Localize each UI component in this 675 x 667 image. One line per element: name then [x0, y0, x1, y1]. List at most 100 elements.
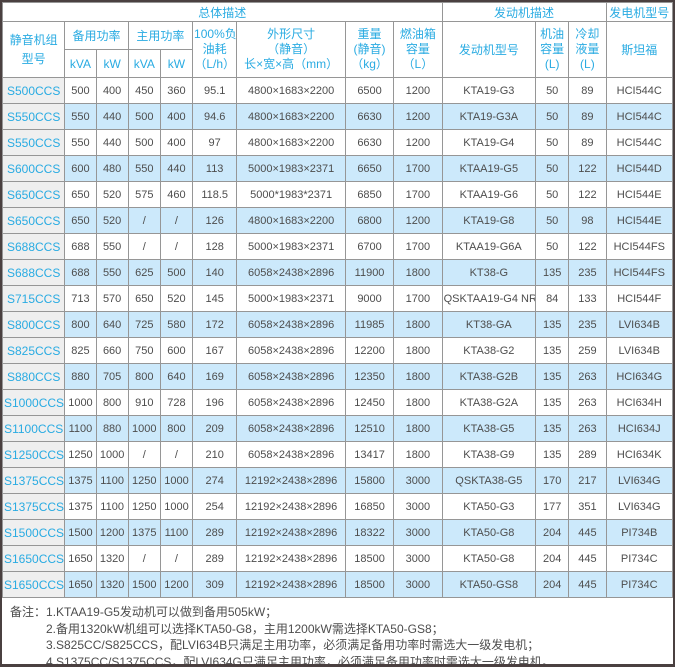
model-link[interactable]: S1375CCS — [2, 467, 66, 494]
engine-model-cell: QSKTAA19-G4 NR2 — [441, 285, 537, 312]
dimensions-cell: 4800×1683×2200 — [236, 77, 346, 104]
engine-model-cell: KTA50-G3 — [441, 493, 537, 520]
prime-kva-cell: 575 — [127, 181, 161, 208]
oil-capacity-cell: 84 — [535, 285, 570, 312]
header-standby-power: 备用功率 — [64, 21, 129, 50]
prime-kw-cell: 400 — [159, 129, 194, 156]
standby-kva-cell: 500 — [64, 77, 97, 104]
engine-model-cell: KTA38-G9 — [441, 441, 537, 468]
alternator-model-cell: HCI544C — [605, 103, 673, 130]
prime-kva-cell: 750 — [127, 337, 161, 364]
model-link[interactable]: S880CCS — [2, 363, 66, 390]
model-link[interactable]: S650CCS — [2, 181, 66, 208]
header-oil-line1: 机油 — [540, 27, 565, 41]
dimensions-cell: 4800×1683×2200 — [236, 207, 346, 234]
alternator-model-cell: HCI544F — [605, 285, 673, 312]
oil-capacity-cell: 135 — [535, 337, 570, 364]
table-row: S550CCS 550 440 500 400 97 4800×1683×2200 6630 1… — [2, 129, 673, 156]
standby-kva-cell: 1000 — [64, 389, 97, 416]
model-link[interactable]: S1000CCS — [2, 389, 66, 416]
model-link[interactable]: S1250CCS — [2, 441, 66, 468]
fuel-tank-cell: 1800 — [393, 363, 443, 390]
engine-model-cell: KTAA19-G6 — [441, 181, 537, 208]
model-link[interactable]: S1500CCS — [2, 519, 66, 546]
model-link[interactable]: S500CCS — [2, 77, 66, 104]
header-standby-kva: kVA — [64, 49, 97, 78]
weight-cell: 9000 — [344, 285, 395, 312]
prime-kw-cell: 460 — [159, 181, 194, 208]
header-fuel-line3: （L/h） — [194, 57, 236, 71]
oil-capacity-cell: 170 — [535, 467, 570, 494]
coolant-capacity-cell: 89 — [568, 77, 607, 104]
model-link[interactable]: S600CCS — [2, 155, 66, 182]
standby-kva-cell: 1375 — [64, 467, 97, 494]
standby-kva-cell: 713 — [64, 285, 97, 312]
fuel-consumption-cell: 167 — [192, 337, 238, 364]
alternator-model-cell: HCI544E — [605, 181, 673, 208]
table-row: S1650CCS 1650 1320//289 12192×2438×2896 1850… — [2, 545, 673, 572]
prime-kva-cell: 1375 — [127, 519, 161, 546]
model-link[interactable]: S825CCS — [2, 337, 66, 364]
dimensions-cell: 5000×1983×2371 — [236, 233, 346, 260]
fuel-consumption-cell: 289 — [192, 545, 238, 572]
standby-kw-cell: 440 — [95, 129, 129, 156]
dimensions-cell: 12192×2438×2896 — [236, 519, 346, 546]
model-link[interactable]: S550CCS — [2, 103, 66, 130]
fuel-tank-cell: 1200 — [393, 129, 443, 156]
header-dimensions: 外形尺寸 （静音） 长×宽×高（mm） — [236, 21, 346, 78]
dimensions-cell: 12192×2438×2896 — [236, 571, 346, 598]
prime-kw-cell: 400 — [159, 103, 194, 130]
model-link[interactable]: S1375CCS — [2, 493, 66, 520]
oil-capacity-cell: 135 — [535, 363, 570, 390]
model-link[interactable]: S715CCS — [2, 285, 66, 312]
standby-kva-cell: 825 — [64, 337, 97, 364]
oil-capacity-cell: 135 — [535, 311, 570, 338]
dimensions-cell: 6058×2438×2896 — [236, 311, 346, 338]
weight-cell: 13417 — [344, 441, 395, 468]
alternator-model-cell: HCI544E — [605, 207, 673, 234]
alternator-model-cell: HCI634J — [605, 415, 673, 442]
weight-cell: 15800 — [344, 467, 395, 494]
model-link[interactable]: S800CCS — [2, 311, 66, 338]
header-fuel-tank: 燃油箱 容量 （L） — [393, 21, 443, 78]
weight-cell: 6850 — [344, 181, 395, 208]
weight-cell: 6700 — [344, 233, 395, 260]
coolant-capacity-cell: 263 — [568, 389, 607, 416]
header-engine-group: 发动机描述 — [441, 2, 607, 22]
weight-cell: 6500 — [344, 77, 395, 104]
coolant-capacity-cell: 89 — [568, 129, 607, 156]
standby-kw-cell: 1320 — [95, 571, 129, 598]
weight-cell: 6630 — [344, 129, 395, 156]
model-link[interactable]: S688CCS — [2, 233, 66, 260]
spec-table-body: S500CCS 500 400 450 360 95.1 4800×1683×2200 650… — [2, 77, 673, 598]
coolant-capacity-cell: 235 — [568, 311, 607, 338]
model-link[interactable]: S1100CCS — [2, 415, 66, 442]
prime-kva-cell: 1000 — [127, 415, 161, 442]
engine-model-cell: KTA38-G2B — [441, 363, 537, 390]
standby-kw-cell: 440 — [95, 103, 129, 130]
oil-capacity-cell: 204 — [535, 545, 570, 572]
table-row: S650CCS 650 520//126 4800×1683×2200 6800 1200… — [2, 207, 673, 234]
header-weight: 重量 (静音) （kg） — [344, 21, 395, 78]
note-item: 1.KTAA19-G5发动机可以做到备用505kW； — [46, 605, 278, 619]
model-link[interactable]: S688CCS — [2, 259, 66, 286]
engine-model-cell: KT38-GA — [441, 311, 537, 338]
dimensions-cell: 5000*1983*2371 — [236, 181, 346, 208]
header-dims-line2: （静音） — [267, 42, 316, 56]
dimensions-cell: 6058×2438×2896 — [236, 363, 346, 390]
table-row: S600CCS 600 480 550 440 113 5000×1983×2371 6650… — [2, 155, 673, 182]
prime-kw-cell: 600 — [159, 337, 194, 364]
model-link[interactable]: S1650CCS — [2, 545, 66, 572]
model-link[interactable]: S1650CCS — [2, 571, 66, 598]
fuel-consumption-cell: 289 — [192, 519, 238, 546]
header-coolant-capacity: 冷却 液量 (L) — [568, 21, 607, 78]
alternator-model-cell: LVI634B — [605, 311, 673, 338]
model-link[interactable]: S650CCS — [2, 207, 66, 234]
standby-kw-cell: 550 — [95, 233, 129, 260]
standby-kva-cell: 600 — [64, 155, 97, 182]
table-row: S1000CCS 1000 800 910 728 196 6058×2438×2896 12… — [2, 389, 673, 416]
standby-kva-cell: 550 — [64, 103, 97, 130]
standby-kva-cell: 1650 — [64, 545, 97, 572]
model-link[interactable]: S550CCS — [2, 129, 66, 156]
standby-kva-cell: 800 — [64, 311, 97, 338]
